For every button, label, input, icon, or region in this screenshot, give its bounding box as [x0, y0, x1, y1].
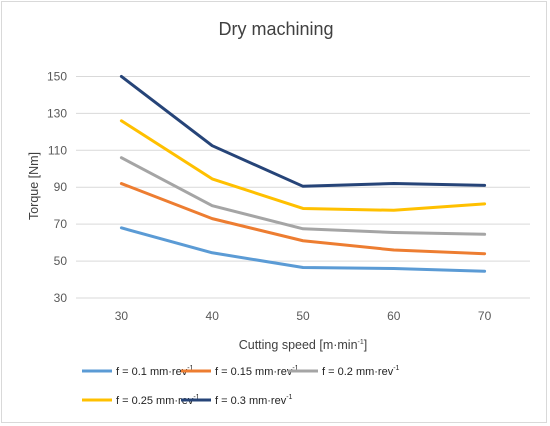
y-tick-label: 30 [54, 291, 68, 305]
chart-title: Dry machining [218, 19, 333, 39]
x-axis-title-sup: -1 [358, 339, 364, 346]
series-line-2 [119, 156, 487, 236]
y-tick-label: 70 [54, 217, 68, 231]
legend-label: f = 0.1 mm·rev-1 [116, 365, 194, 378]
legend-label: f = 0.2 mm·rev-1 [322, 365, 400, 378]
y-tick-label: 130 [47, 106, 67, 120]
y-tick-label: 50 [54, 254, 68, 268]
legend-item-0: f = 0.1 mm·rev-1 [82, 365, 194, 378]
series-line-3 [119, 119, 487, 212]
legend-item-3: f = 0.25 mm·rev-1 [82, 394, 200, 407]
x-tick-label: 60 [387, 309, 401, 323]
x-axis-ticks: 30 40 50 60 70 [115, 309, 492, 323]
y-axis-ticks: 30 50 70 90 110 130 150 [47, 69, 67, 305]
gridlines [76, 75, 530, 299]
legend-label: f = 0.15 mm·rev-1 [215, 365, 299, 378]
legend-item-4: f = 0.3 mm·rev-1 [181, 394, 293, 407]
series-line-0 [119, 226, 487, 273]
y-tick-label: 90 [54, 180, 68, 194]
legend-label: f = 0.3 mm·rev-1 [215, 394, 293, 407]
x-axis-title-end: ] [364, 338, 367, 352]
x-axis-title: Cutting speed [m·min-1] [239, 338, 368, 352]
series-lines [119, 74, 487, 273]
x-tick-label: 50 [296, 309, 310, 323]
legend-item-1: f = 0.15 mm·rev-1 [181, 365, 299, 378]
x-tick-label: 70 [478, 309, 492, 323]
legend-item-2: f = 0.2 mm·rev-1 [288, 365, 400, 378]
series-line-4 [119, 74, 487, 188]
legend-label: f = 0.25 mm·rev-1 [116, 394, 200, 407]
y-axis-title: Torque [Nm] [27, 152, 41, 220]
series-line-1 [119, 182, 487, 256]
x-tick-label: 40 [206, 309, 220, 323]
legend: f = 0.1 mm·rev-1 f = 0.15 mm·rev-1 f = 0.2… [82, 365, 400, 407]
y-tick-label: 150 [47, 69, 67, 83]
y-tick-label: 110 [48, 143, 67, 157]
x-axis-title-text: Cutting speed [m·min [239, 338, 358, 352]
x-tick-label: 30 [115, 309, 129, 323]
